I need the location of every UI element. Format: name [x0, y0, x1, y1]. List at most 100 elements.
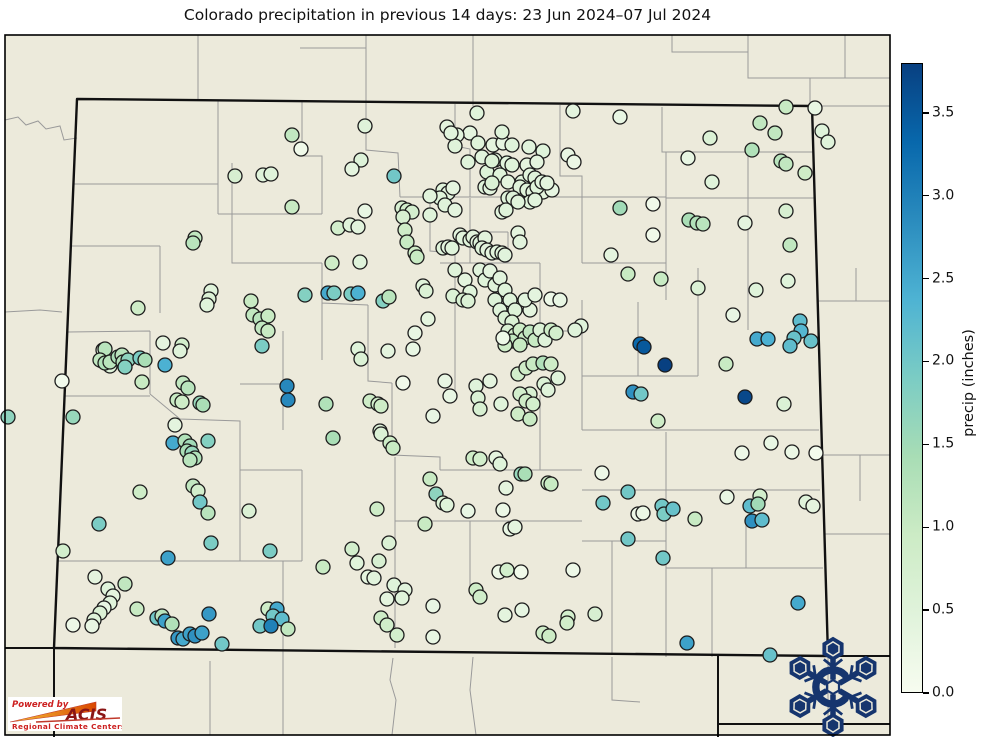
station-dot [65, 409, 81, 425]
station-dot [737, 215, 753, 231]
neighbor-state-borders [5, 647, 890, 737]
station-dot [366, 570, 382, 586]
colorbar-tick-label: 3.0 [932, 187, 955, 204]
station-dot [137, 352, 153, 368]
station-dot [763, 435, 779, 451]
snowflake-icon [785, 637, 881, 736]
station-dot [460, 293, 476, 309]
station-dot [690, 280, 706, 296]
station-dot [541, 628, 557, 644]
station-dot [389, 627, 405, 643]
station-dot [129, 601, 145, 617]
station-dot [497, 607, 513, 623]
station-dot [820, 134, 836, 150]
station-dot [507, 519, 523, 535]
station-dot [754, 512, 770, 528]
station-dot [422, 188, 438, 204]
station-dot [620, 531, 636, 547]
station-dot [399, 234, 415, 250]
station-dot [447, 262, 463, 278]
station-dot [790, 595, 806, 611]
station-dot [750, 496, 766, 512]
station-dot [91, 516, 107, 532]
station-dot [241, 503, 257, 519]
station-dot [495, 502, 511, 518]
station-dot [263, 166, 279, 182]
station-dot [425, 408, 441, 424]
station-dot [425, 629, 441, 645]
station-dot [620, 266, 636, 282]
station-dot [437, 373, 453, 389]
acis-subtitle: Regional Climate Centers [12, 722, 122, 731]
station-dot [782, 338, 798, 354]
station-dot [498, 202, 514, 218]
station-dot [620, 484, 636, 500]
station-dot [780, 273, 796, 289]
station-dot [385, 440, 401, 456]
colorbar-gradient [901, 63, 923, 693]
station-dot [748, 282, 764, 298]
station-dot [369, 501, 385, 517]
stations-layer [0, 99, 836, 663]
station-dot [324, 255, 340, 271]
station-dot [353, 152, 369, 168]
station-dot [725, 307, 741, 323]
station-dot [559, 615, 575, 631]
colorbar-tick-label: 0.5 [932, 601, 955, 618]
colorbar-tick-mark [923, 526, 929, 528]
station-dot [460, 503, 476, 519]
station-dot [482, 373, 498, 389]
station-dot [262, 543, 278, 559]
station-dot [420, 311, 436, 327]
station-dot [657, 357, 673, 373]
station-dot [409, 249, 425, 265]
station-dot [512, 234, 528, 250]
station-dot [778, 99, 794, 115]
station-dot [422, 207, 438, 223]
station-dot [386, 168, 402, 184]
station-dot [373, 426, 389, 442]
station-dot [498, 480, 514, 496]
colorbar-tick-label: 1.5 [932, 435, 955, 452]
station-dot [167, 417, 183, 433]
station-dot [470, 135, 486, 151]
station-dot [280, 621, 296, 637]
station-dot [445, 180, 461, 196]
station-dot [443, 125, 459, 141]
station-dot [472, 401, 488, 417]
station-dot [808, 445, 824, 461]
acis-logo: Powered by ACIS Regional Climate Centers [8, 697, 125, 731]
station-dot [357, 203, 373, 219]
station-dot [767, 125, 783, 141]
station-dot [405, 341, 421, 357]
station-dot [447, 138, 463, 154]
station-dot [280, 392, 296, 408]
station-dot [164, 616, 180, 632]
station-dot [444, 240, 460, 256]
station-dot [293, 141, 309, 157]
station-dot [117, 576, 133, 592]
station-dot [174, 394, 190, 410]
station-dot [718, 356, 734, 372]
station-dot [194, 625, 210, 641]
station-dot [612, 200, 628, 216]
station-dot [565, 103, 581, 119]
station-dot [353, 351, 369, 367]
station-dot [284, 127, 300, 143]
station-dot [472, 589, 488, 605]
station-dot [494, 124, 510, 140]
acis-underline [35, 717, 121, 723]
station-dot [357, 118, 373, 134]
colorbar-tick-label: 0.0 [932, 684, 955, 701]
station-dot [484, 175, 500, 191]
station-dot [254, 338, 270, 354]
colorbar-tick-label: 2.0 [932, 353, 955, 370]
station-dot [737, 389, 753, 405]
axes-frame [4, 34, 891, 736]
station-dot [778, 203, 794, 219]
colorbar-tick-label: 2.5 [932, 270, 955, 287]
station-dot [504, 157, 520, 173]
station-dot [84, 618, 100, 634]
colorbar-tick-label: 1.0 [932, 518, 955, 535]
